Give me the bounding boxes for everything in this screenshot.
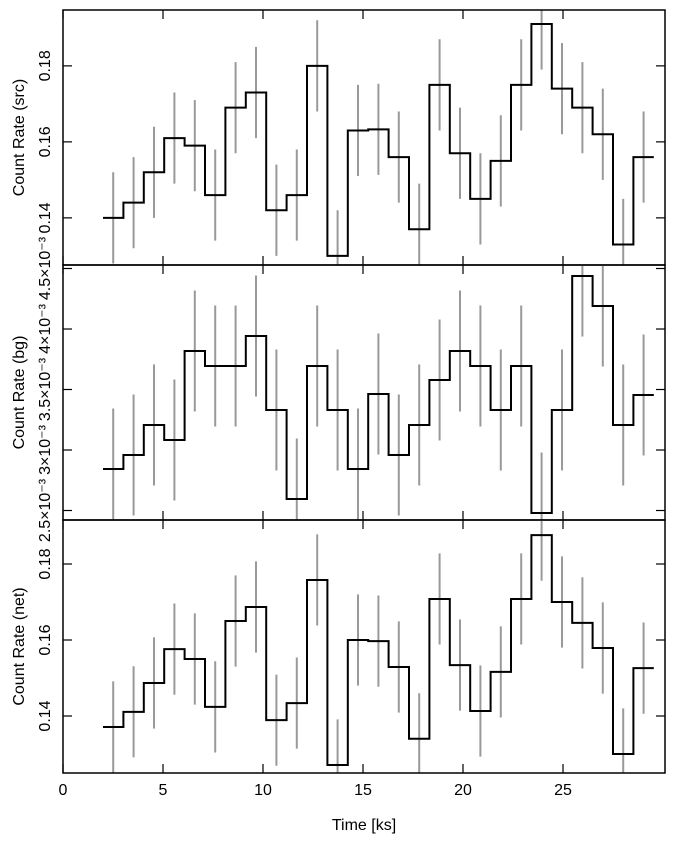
y-tick-label: 0.18 xyxy=(37,548,54,579)
y-tick-label: 3.5×10⁻³ xyxy=(37,357,54,421)
y-tick-label: 2.5×10⁻³ xyxy=(37,478,54,542)
y-tick-label: 3×10⁻³ xyxy=(37,424,54,474)
y-axis-label: Count Rate (net) xyxy=(11,587,28,705)
y-tick-label: 4.5×10⁻³ xyxy=(37,236,54,300)
step-line xyxy=(103,275,654,515)
y-axis-label: Count Rate (src) xyxy=(11,79,28,196)
y-tick-label: 0.14 xyxy=(37,202,54,233)
y-tick-label: 4×10⁻³ xyxy=(37,303,54,353)
y-tick-label: 0.16 xyxy=(37,624,54,655)
y-tick-label: 0.14 xyxy=(37,700,54,731)
plot-frame xyxy=(62,519,666,774)
y-tick-label: 0.18 xyxy=(37,50,54,81)
x-tick-label: 5 xyxy=(159,782,168,799)
x-tick-label: 20 xyxy=(454,782,472,799)
y-tick-label: 0.16 xyxy=(37,126,54,157)
step-line xyxy=(103,534,654,767)
step-line xyxy=(103,23,654,257)
x-tick-label: 15 xyxy=(354,782,372,799)
x-tick-label: 25 xyxy=(554,782,572,799)
x-axis-label: Time [ks] xyxy=(332,817,396,834)
x-tick-label: 0 xyxy=(59,782,68,799)
x-tick-label: 10 xyxy=(254,782,272,799)
y-axis-label: Count Rate (bg) xyxy=(11,336,28,450)
